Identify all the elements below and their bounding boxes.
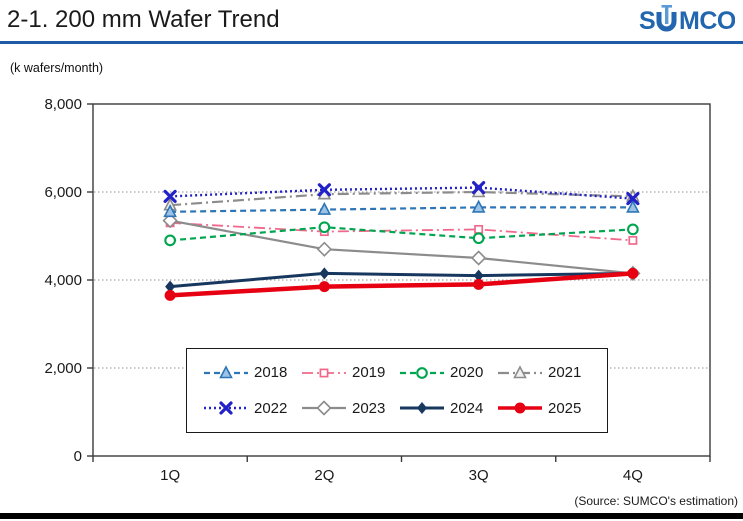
svg-text:3Q: 3Q — [469, 467, 489, 484]
svg-text:6,000: 6,000 — [44, 184, 82, 201]
legend-sample-2021-icon — [498, 365, 542, 379]
legend-item-2024: 2024 — [399, 400, 497, 417]
legend-label-2018: 2018 — [254, 364, 288, 382]
legend-item-2023: 2023 — [301, 400, 399, 417]
svg-text:2Q: 2Q — [314, 467, 334, 484]
legend-item-2018: 2018 — [203, 364, 301, 381]
svg-text:0: 0 — [74, 448, 82, 465]
legend-item-2021: 2021 — [497, 364, 595, 381]
svg-text:8,000: 8,000 — [44, 96, 82, 113]
sumco-logo-icon: S MCO — [639, 5, 736, 35]
legend-label-2022: 2022 — [254, 399, 288, 417]
svg-text:2,000: 2,000 — [44, 360, 82, 377]
legend-label-2025: 2025 — [548, 399, 582, 417]
legend-label-2021: 2021 — [548, 364, 582, 382]
bottom-bar — [0, 513, 743, 519]
source-note: (Source: SUMCO's estimation) — [574, 494, 738, 508]
legend-sample-2020-icon — [400, 366, 444, 379]
legend-sample-2023-icon — [302, 400, 346, 416]
page-title: 2-1. 200 mm Wafer Trend — [7, 6, 280, 33]
legend-label-2020: 2020 — [450, 364, 484, 382]
legend-item-2020: 2020 — [399, 364, 497, 381]
header-rule — [0, 41, 743, 44]
legend-sample-2019-icon — [302, 368, 346, 378]
legend-label-2023: 2023 — [352, 399, 386, 417]
legend-sample-2022-icon — [204, 401, 248, 415]
legend-item-2025: 2025 — [497, 400, 595, 417]
legend-sample-2024-icon — [400, 402, 444, 415]
svg-text:1Q: 1Q — [160, 467, 180, 484]
svg-text:4,000: 4,000 — [44, 272, 82, 289]
y-axis-unit-label: (k wafers/month) — [10, 61, 104, 75]
legend-sample-2025-icon — [498, 402, 542, 414]
legend-label-2024: 2024 — [450, 399, 484, 417]
legend-sample-2018-icon — [204, 365, 248, 379]
svg-text:4Q: 4Q — [623, 467, 643, 484]
legend-item-2022: 2022 — [203, 400, 301, 417]
svg-text:S: S — [639, 7, 656, 35]
sumco-logo: S MCO — [639, 5, 736, 40]
legend-item-2019: 2019 — [301, 364, 399, 381]
svg-text:MCO: MCO — [679, 7, 735, 35]
legend-label-2019: 2019 — [352, 364, 386, 382]
chart-legend: 2018 2019 2020 2021 2022 2023 2024 2025 — [186, 348, 608, 433]
